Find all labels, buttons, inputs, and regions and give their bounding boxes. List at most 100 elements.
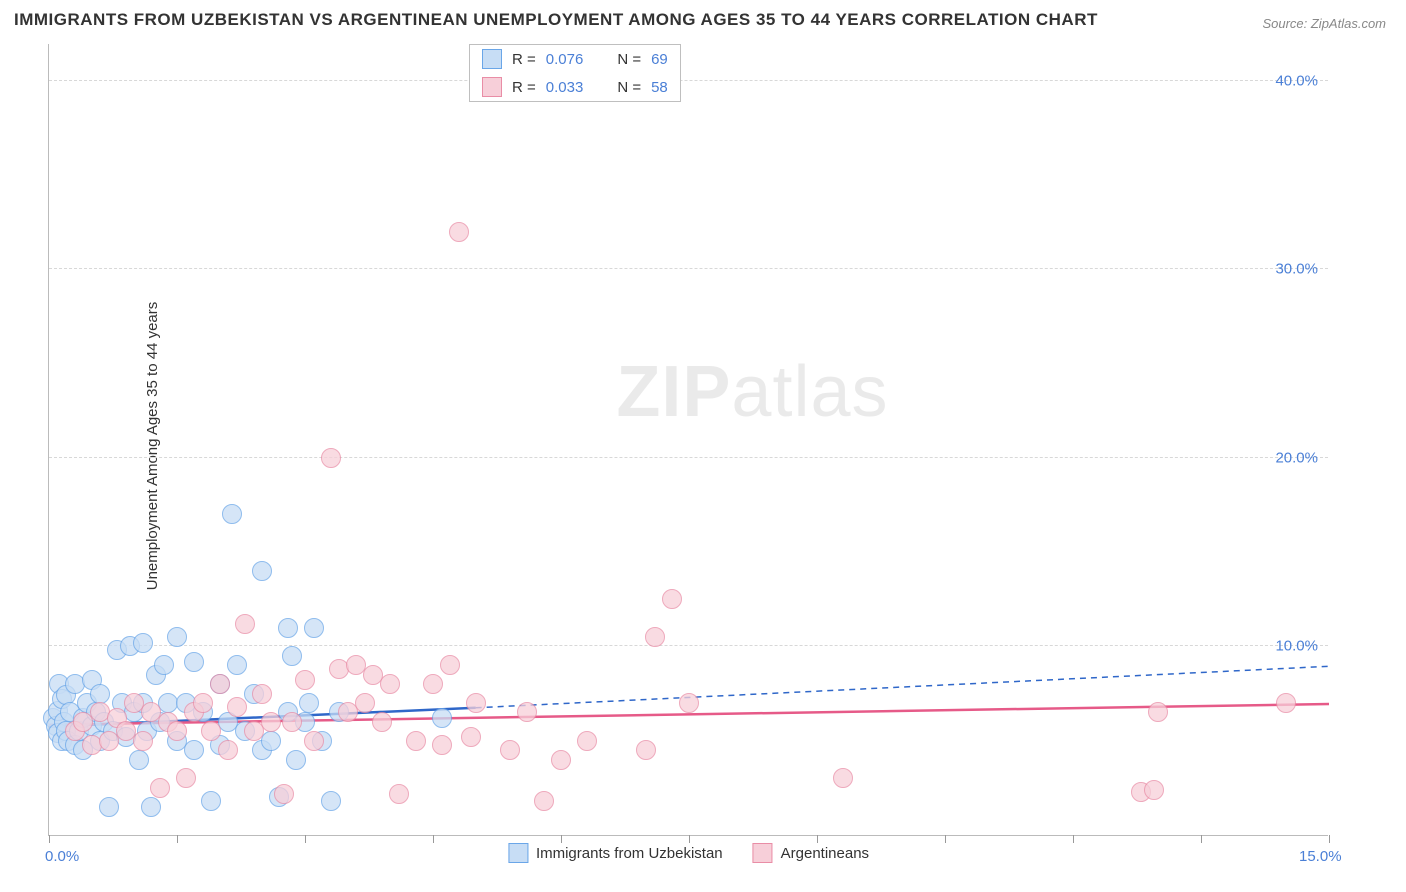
x-tick bbox=[49, 835, 50, 843]
data-point bbox=[321, 791, 341, 811]
data-point bbox=[167, 627, 187, 647]
x-tick bbox=[1073, 835, 1074, 843]
data-point bbox=[636, 740, 656, 760]
data-point bbox=[201, 721, 221, 741]
data-point bbox=[406, 731, 426, 751]
swatch-icon bbox=[482, 49, 502, 69]
data-point bbox=[210, 674, 230, 694]
data-point bbox=[252, 684, 272, 704]
data-point bbox=[167, 721, 187, 741]
swatch-icon bbox=[482, 77, 502, 97]
r-value: 0.033 bbox=[546, 79, 584, 96]
watermark: ZIPatlas bbox=[616, 351, 888, 433]
legend-item-series-1: Argentineans bbox=[753, 843, 869, 863]
source-attribution: Source: ZipAtlas.com bbox=[1262, 16, 1386, 31]
data-point bbox=[299, 693, 319, 713]
trend-line-extrapolated bbox=[476, 666, 1329, 707]
data-point bbox=[274, 784, 294, 804]
n-label: N = bbox=[617, 79, 641, 96]
data-point bbox=[235, 614, 255, 634]
data-point bbox=[184, 740, 204, 760]
legend-row-series-1: R = 0.033 N = 58 bbox=[470, 73, 680, 101]
gridline bbox=[49, 645, 1328, 646]
x-tick bbox=[817, 835, 818, 843]
n-label: N = bbox=[617, 51, 641, 68]
gridline bbox=[49, 457, 1328, 458]
r-value: 0.076 bbox=[546, 51, 584, 68]
data-point bbox=[423, 674, 443, 694]
n-value: 69 bbox=[651, 51, 668, 68]
n-value: 58 bbox=[651, 79, 668, 96]
trend-lines bbox=[49, 44, 1329, 836]
data-point bbox=[389, 784, 409, 804]
data-point bbox=[432, 708, 452, 728]
data-point bbox=[1148, 702, 1168, 722]
data-point bbox=[461, 727, 481, 747]
swatch-icon bbox=[753, 843, 773, 863]
data-point bbox=[440, 655, 460, 675]
data-point bbox=[99, 797, 119, 817]
x-tick bbox=[1329, 835, 1330, 843]
data-point bbox=[222, 504, 242, 524]
x-tick bbox=[177, 835, 178, 843]
data-point bbox=[282, 712, 302, 732]
x-tick bbox=[433, 835, 434, 843]
data-point bbox=[176, 768, 196, 788]
data-point bbox=[517, 702, 537, 722]
data-point bbox=[1144, 780, 1164, 800]
y-tick-label: 30.0% bbox=[1275, 261, 1318, 278]
data-point bbox=[133, 633, 153, 653]
data-point bbox=[449, 222, 469, 242]
gridline bbox=[49, 80, 1328, 81]
watermark-bold: ZIP bbox=[616, 352, 731, 432]
chart-title: IMMIGRANTS FROM UZBEKISTAN VS ARGENTINEA… bbox=[14, 10, 1098, 30]
data-point bbox=[432, 735, 452, 755]
data-point bbox=[218, 740, 238, 760]
x-tick-label: 0.0% bbox=[45, 848, 79, 865]
r-label: R = bbox=[512, 51, 536, 68]
y-tick-label: 10.0% bbox=[1275, 638, 1318, 655]
data-point bbox=[466, 693, 486, 713]
plot-area: ZIPatlas R = 0.076 N = 69 R = 0.033 N = … bbox=[48, 44, 1328, 836]
data-point bbox=[304, 731, 324, 751]
y-tick-label: 20.0% bbox=[1275, 449, 1318, 466]
data-point bbox=[551, 750, 571, 770]
data-point bbox=[154, 655, 174, 675]
data-point bbox=[261, 731, 281, 751]
data-point bbox=[321, 448, 341, 468]
data-point bbox=[833, 768, 853, 788]
data-point bbox=[227, 655, 247, 675]
data-point bbox=[193, 693, 213, 713]
data-point bbox=[500, 740, 520, 760]
correlation-legend: R = 0.076 N = 69 R = 0.033 N = 58 bbox=[469, 44, 681, 102]
swatch-icon bbox=[508, 843, 528, 863]
data-point bbox=[286, 750, 306, 770]
y-tick-label: 40.0% bbox=[1275, 72, 1318, 89]
data-point bbox=[278, 618, 298, 638]
watermark-light: atlas bbox=[731, 352, 888, 432]
data-point bbox=[150, 778, 170, 798]
data-point bbox=[662, 589, 682, 609]
x-tick bbox=[689, 835, 690, 843]
data-point bbox=[679, 693, 699, 713]
data-point bbox=[295, 670, 315, 690]
x-tick bbox=[305, 835, 306, 843]
data-point bbox=[201, 791, 221, 811]
data-point bbox=[304, 618, 324, 638]
legend-item-series-0: Immigrants from Uzbekistan bbox=[508, 843, 723, 863]
r-label: R = bbox=[512, 79, 536, 96]
data-point bbox=[355, 693, 375, 713]
legend-label: Argentineans bbox=[781, 845, 869, 862]
data-point bbox=[227, 697, 247, 717]
data-point bbox=[282, 646, 302, 666]
data-point bbox=[129, 750, 149, 770]
data-point bbox=[372, 712, 392, 732]
data-point bbox=[534, 791, 554, 811]
data-point bbox=[577, 731, 597, 751]
data-point bbox=[133, 731, 153, 751]
data-point bbox=[252, 561, 272, 581]
series-legend: Immigrants from Uzbekistan Argentineans bbox=[508, 843, 869, 863]
x-tick bbox=[1201, 835, 1202, 843]
data-point bbox=[141, 797, 161, 817]
legend-label: Immigrants from Uzbekistan bbox=[536, 845, 723, 862]
